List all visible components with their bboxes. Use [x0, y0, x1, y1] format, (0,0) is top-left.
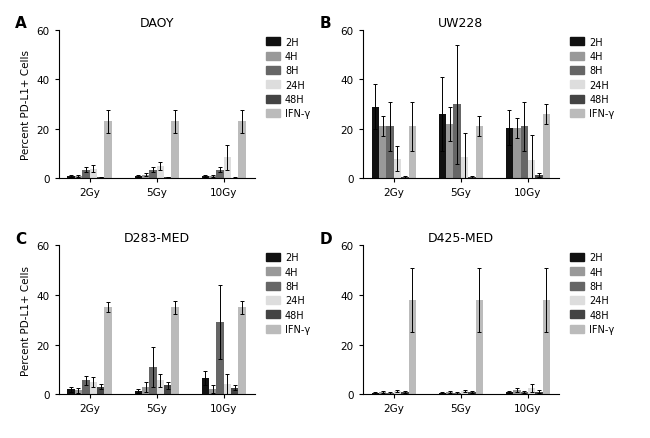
Bar	[172, 122, 179, 179]
Bar	[90, 169, 97, 179]
Title: D283-MED: D283-MED	[124, 232, 190, 245]
Bar	[394, 391, 401, 394]
Bar	[97, 178, 104, 179]
Bar	[528, 160, 536, 179]
Bar	[224, 158, 231, 179]
Legend: 2H, 4H, 8H, 24H, 48H, IFN-γ: 2H, 4H, 8H, 24H, 48H, IFN-γ	[263, 35, 312, 121]
Bar	[454, 105, 461, 179]
Bar	[536, 392, 543, 394]
Bar	[446, 125, 454, 179]
Bar	[142, 175, 150, 179]
Bar	[172, 307, 179, 394]
Bar	[468, 392, 476, 394]
Bar	[216, 322, 224, 394]
Bar	[506, 128, 514, 179]
Text: A: A	[16, 16, 27, 31]
Bar	[231, 388, 239, 394]
Bar	[104, 307, 112, 394]
Text: C: C	[16, 231, 27, 246]
Y-axis label: Percent PD-L1+ Cells: Percent PD-L1+ Cells	[21, 265, 31, 375]
Bar	[543, 300, 550, 394]
Bar	[461, 391, 468, 394]
Bar	[528, 388, 536, 394]
Y-axis label: Percent PD-L1+ Cells: Percent PD-L1+ Cells	[21, 50, 31, 160]
Bar	[97, 387, 104, 394]
Bar	[536, 175, 543, 179]
Bar	[164, 178, 172, 179]
Bar	[209, 389, 216, 394]
Bar	[209, 177, 216, 179]
Bar	[379, 392, 386, 394]
Bar	[150, 170, 157, 179]
Bar	[157, 167, 164, 179]
Title: UW228: UW228	[438, 17, 484, 29]
Bar	[476, 300, 483, 394]
Bar	[468, 178, 476, 179]
Bar	[446, 392, 454, 394]
Bar	[461, 158, 468, 179]
Bar	[521, 392, 528, 394]
Bar	[454, 393, 461, 394]
Bar	[506, 392, 514, 394]
Bar	[409, 127, 416, 179]
Bar	[239, 122, 246, 179]
Bar	[202, 378, 209, 394]
Bar	[514, 391, 521, 394]
Legend: 2H, 4H, 8H, 24H, 48H, IFN-γ: 2H, 4H, 8H, 24H, 48H, IFN-γ	[568, 251, 616, 336]
Bar	[372, 393, 379, 394]
Bar	[476, 127, 483, 179]
Bar	[394, 159, 401, 179]
Bar	[90, 382, 97, 394]
Bar	[142, 387, 150, 394]
Bar	[135, 391, 142, 394]
Bar	[164, 385, 172, 394]
Text: B: B	[320, 16, 331, 31]
Bar	[386, 393, 394, 394]
Title: D425-MED: D425-MED	[428, 232, 494, 245]
Bar	[439, 393, 446, 394]
Bar	[401, 178, 409, 179]
Bar	[75, 177, 82, 179]
Text: D: D	[320, 231, 332, 246]
Bar	[372, 107, 379, 179]
Bar	[68, 177, 75, 179]
Title: DAOY: DAOY	[139, 17, 174, 29]
Bar	[409, 300, 416, 394]
Bar	[68, 389, 75, 394]
Bar	[82, 170, 90, 179]
Bar	[439, 115, 446, 179]
Bar	[239, 307, 246, 394]
Bar	[401, 392, 409, 394]
Bar	[521, 127, 528, 179]
Bar	[543, 115, 550, 179]
Legend: 2H, 4H, 8H, 24H, 48H, IFN-γ: 2H, 4H, 8H, 24H, 48H, IFN-γ	[568, 35, 616, 121]
Bar	[379, 127, 386, 179]
Bar	[386, 127, 394, 179]
Bar	[104, 122, 112, 179]
Bar	[75, 391, 82, 394]
Bar	[135, 177, 142, 179]
Bar	[150, 367, 157, 394]
Bar	[157, 381, 164, 394]
Bar	[202, 177, 209, 179]
Bar	[224, 384, 231, 394]
Legend: 2H, 4H, 8H, 24H, 48H, IFN-γ: 2H, 4H, 8H, 24H, 48H, IFN-γ	[263, 251, 312, 336]
Bar	[82, 381, 90, 394]
Bar	[216, 170, 224, 179]
Bar	[231, 178, 239, 179]
Bar	[514, 128, 521, 179]
